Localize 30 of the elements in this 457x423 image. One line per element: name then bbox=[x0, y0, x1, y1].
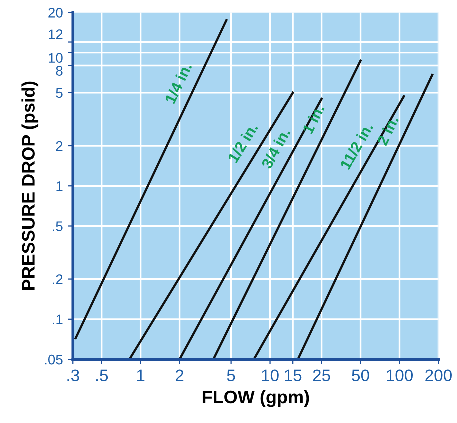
y-tick-label: .1 bbox=[53, 314, 63, 324]
x-tick-label: 1 bbox=[137, 370, 145, 382]
x-tick-label: 200 bbox=[426, 370, 452, 382]
x-tick-label: 5 bbox=[227, 370, 236, 382]
y-tick-label: 8 bbox=[56, 66, 63, 76]
text: 11/2 in. bbox=[340, 122, 374, 170]
y-tick-label: 2 bbox=[56, 141, 63, 152]
y-tick-label: 12 bbox=[49, 30, 63, 40]
y-tick-label: 5 bbox=[56, 88, 63, 98]
text: 2 in. bbox=[376, 115, 399, 146]
text: 3/4 in. bbox=[260, 128, 291, 170]
x-tick-label: 15 bbox=[285, 370, 302, 382]
y-axis-title: PRESSURE DROP (psid) bbox=[22, 82, 39, 290]
x-tick-label: 50 bbox=[352, 370, 370, 382]
y-tick-label: .05 bbox=[45, 354, 63, 365]
y-tick-label: .2 bbox=[53, 274, 63, 284]
text: 1/4 in. bbox=[164, 62, 192, 104]
x-tick-label: 10 bbox=[262, 370, 279, 382]
x-tick-label: .5 bbox=[96, 370, 108, 382]
x-tick-label: 100 bbox=[387, 370, 413, 382]
y-tick-label: 1 bbox=[56, 182, 63, 192]
text: 1 in. bbox=[302, 104, 325, 134]
y-tick-label: 10 bbox=[49, 53, 63, 64]
y-tick-label: .5 bbox=[53, 222, 63, 232]
x-tick-label: 25 bbox=[313, 370, 330, 382]
x-tick-label: .3 bbox=[68, 370, 80, 382]
text: 1/2 in. bbox=[227, 122, 259, 164]
x-axis-title: FLOW (gpm) bbox=[202, 390, 310, 408]
x-tick-label: 2 bbox=[176, 370, 184, 382]
y-tick-label: 20 bbox=[48, 8, 63, 18]
